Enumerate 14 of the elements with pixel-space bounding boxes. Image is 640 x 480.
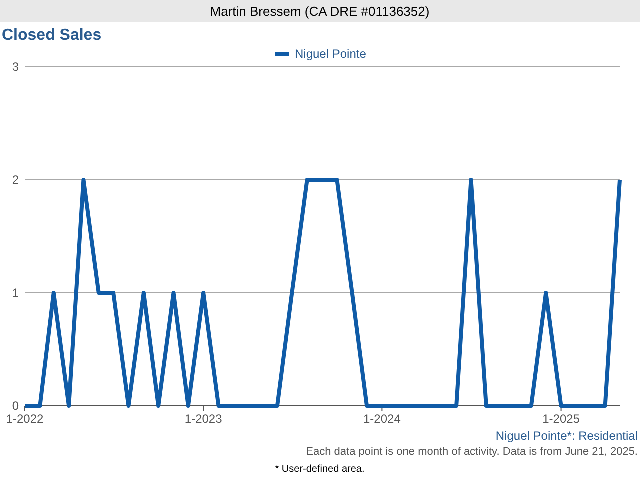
x-tick-label: 1-2025 — [542, 412, 580, 426]
y-tick-label: 0 — [12, 399, 20, 413]
chart-title: Closed Sales — [2, 27, 102, 44]
x-tick-label: 1-2024 — [364, 412, 402, 426]
text: Martin Bressem (CA DRE #01136352) — [210, 4, 430, 19]
text: Each data point is one month of activity. Data is from June 21, 2025. — [306, 446, 638, 458]
legend-label: Niguel Pointe — [295, 47, 367, 61]
y-tick-label: 1 — [12, 286, 20, 300]
text: * User-defined area. — [275, 464, 365, 475]
text: Niguel Pointe*: Residential — [496, 429, 638, 443]
y-tick-label: 2 — [12, 173, 20, 187]
x-tick-label: 1-2023 — [184, 412, 223, 426]
y-tick-label: 3 — [12, 60, 20, 74]
x-tick-label: 1-2022 — [6, 412, 44, 426]
